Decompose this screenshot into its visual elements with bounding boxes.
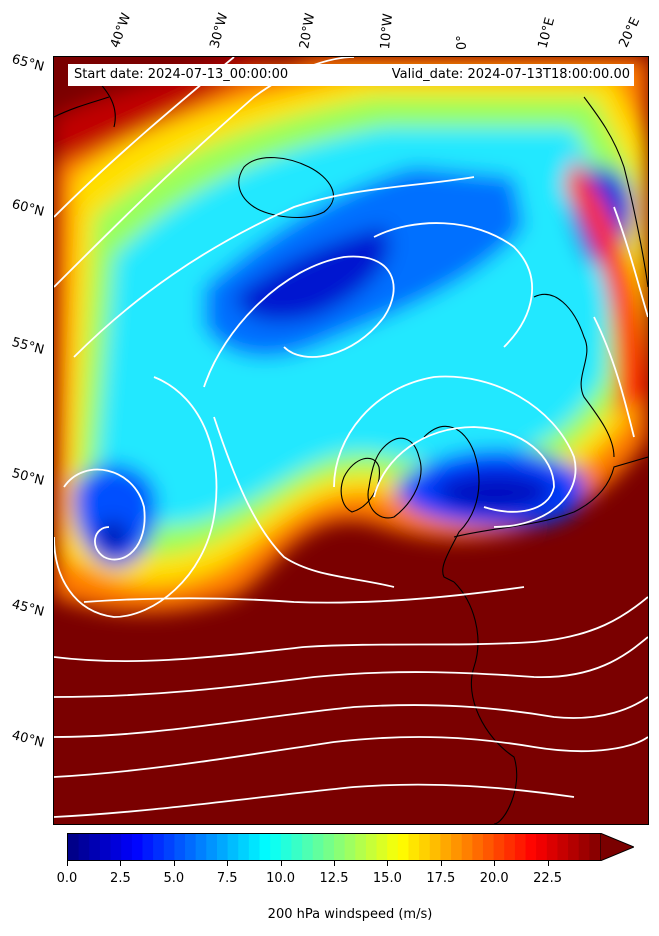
colorbar-cell [195,834,207,860]
lat-label: 50°N [10,466,46,489]
lat-label: 40°N [10,728,46,751]
colorbar-tick-label: 15.0 [372,871,402,886]
colorbar-cell [568,834,580,860]
colorbar-tick-mark [280,861,282,866]
colorbar-cell [280,834,293,860]
lat-label: 55°N [10,335,46,358]
colorbar-cell [376,834,388,860]
lon-label: 20°E [616,15,644,50]
colorbar-cell [578,834,590,860]
colorbar-cell [163,834,175,860]
lat-label: 65°N [10,52,46,75]
colorbar-tick-label: 5.0 [163,871,185,886]
colorbar-cell [557,834,569,860]
colorbar-cell [493,834,505,860]
colorbar-tick-label: 2.5 [110,871,131,886]
colorbar-cell [365,834,378,860]
colorbar-cell [419,834,431,860]
colorbar-cell [216,834,229,860]
colorbar-cell [387,834,399,860]
colorbar-tick-label: 22.5 [533,871,563,886]
colorbar-cell [429,834,441,860]
lat-label: 45°N [10,597,46,620]
colorbar-tick-mark [173,861,175,866]
colorbar-cell [440,834,452,860]
lon-label: 10°E [535,15,559,51]
colorbar-tick-label: 7.5 [216,871,238,886]
colorbar-tick-mark [547,861,549,866]
colorbar-cell [334,834,346,860]
date-info-box: Start date: 2024-07-13_00:00:00 Valid_da… [68,64,634,86]
colorbar-cell [174,834,186,860]
colorbar-tick-mark [227,861,229,866]
colorbar-cell [110,834,122,860]
colorbar-cell [482,834,495,860]
lat-label: 60°N [10,197,46,220]
colorbar-cell [291,834,303,860]
colorbar-tick-label: 17.5 [426,871,456,886]
colorbar-cell [121,834,133,860]
colorbar-cell [451,834,463,860]
colorbar-cell [312,834,324,860]
colorbar-cell [504,834,516,860]
colorbar-cell [461,834,473,860]
colorbar-tick-label: 10.0 [266,871,296,886]
colorbar-cell [323,834,335,860]
colorbar-tick-label: 12.5 [319,871,349,886]
colorbar-tick-label: 20.0 [479,871,509,886]
colorbar-cell [131,834,144,860]
colorbar-cell [153,834,165,860]
colorbar [67,833,601,861]
colorbar-cell [99,834,112,860]
colorbar-cell [472,834,484,860]
lon-label: 0° [455,35,470,50]
colorbar-tick-mark [120,861,122,866]
colorbar-cell [344,834,356,860]
colorbar-cell [68,834,80,860]
lon-label: 40°W [107,11,135,50]
colorbar-cell [78,834,90,860]
colorbar-cell [259,834,271,860]
colorbar-label: 200 hPa windspeed (m/s) [267,907,433,922]
colorbar-cell [185,834,197,860]
colorbar-tick-label: 0.0 [56,871,78,886]
colorbar-cell [206,834,218,860]
colorbar-cell [142,834,154,860]
lon-label: 10°W [378,12,397,50]
lon-label: 30°W [207,11,232,50]
colorbar-cell [536,834,548,860]
wind-map: Start date: 2024-07-13_00:00:00 Valid_da… [53,56,649,825]
valid-date: Valid_date: 2024-07-13T18:00:00.00 [391,67,630,82]
colorbar-tick-mark [67,861,68,866]
colorbar-tick-mark [494,861,496,866]
colorbar-cell [238,834,250,860]
colorbar-cell [514,834,527,860]
colorbar-cell [355,834,367,860]
colorbar-cell [302,834,314,860]
colorbar-tick-mark [387,861,389,866]
start-date: Start date: 2024-07-13_00:00:00 [74,67,289,82]
lon-label: 20°W [297,12,319,51]
colorbar-cell [408,834,420,860]
colorbar-cell [546,834,559,860]
colorbar-cell [248,834,261,860]
windspeed-field [54,57,648,824]
colorbar-cell [525,834,537,860]
colorbar-tick-mark [334,861,335,866]
colorbar-cell [397,834,410,860]
colorbar-cell [270,834,282,860]
colorbar-extend-arrow [600,833,634,861]
colorbar-cell [89,834,101,860]
colorbar-cell [227,834,239,860]
colorbar-tick-mark [440,861,442,866]
colorbar-cell [589,834,600,860]
